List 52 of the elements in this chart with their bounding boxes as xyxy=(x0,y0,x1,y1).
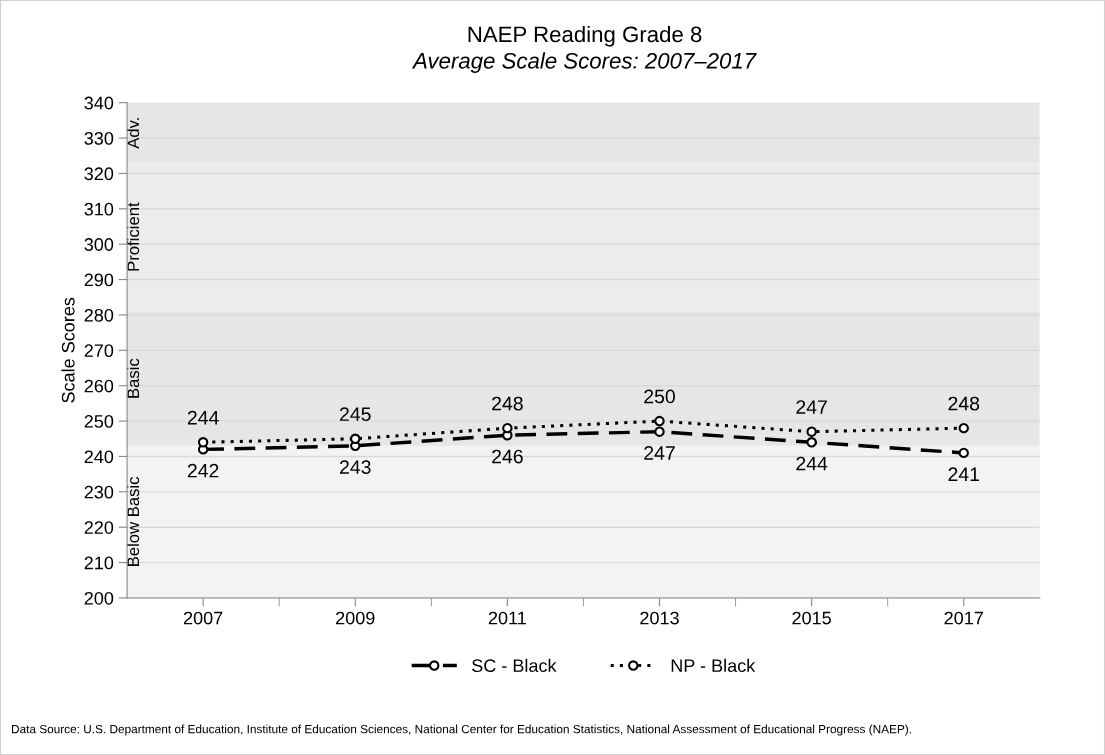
data-label: 243 xyxy=(340,460,371,475)
data-label: 244 xyxy=(187,410,219,425)
point xyxy=(654,426,665,437)
legend-label: NP - Black xyxy=(671,658,756,673)
band-label: Adv. xyxy=(126,118,140,149)
y-tick-label: 200 xyxy=(84,591,114,605)
data-label: 250 xyxy=(644,389,675,404)
y-tick-label: 290 xyxy=(84,273,114,287)
x-tick-label: 2009 xyxy=(336,611,375,625)
y-tick-label: 330 xyxy=(84,131,114,145)
y-tick-label: 310 xyxy=(84,202,114,216)
data-label: 242 xyxy=(187,463,219,478)
data-label: 248 xyxy=(948,396,980,411)
band-label: Below Basic xyxy=(126,476,140,566)
point xyxy=(806,437,817,448)
y-tick-label: 300 xyxy=(84,238,114,251)
y-tick-label: 230 xyxy=(84,485,114,499)
chart-subtitle: Average Scale Scores: 2007–2017 xyxy=(411,52,757,74)
chart-title: NAEP Reading Grade 8 xyxy=(468,25,702,47)
data-label: 248 xyxy=(492,396,523,411)
band-label: Proficient xyxy=(126,202,140,271)
point xyxy=(502,422,513,434)
source-note: Data Source: U.S. Department of Education, Institute of Education Sciences, National Center for Education Statistics, National Assessment of Educational Progress (NAEP). xyxy=(12,724,911,736)
x-tick-label: 2007 xyxy=(183,611,223,625)
data-label: 247 xyxy=(644,446,675,460)
y-tick-label: 280 xyxy=(84,308,114,322)
band-label: Basic xyxy=(126,358,140,398)
y-axis-title: Scale Scores xyxy=(61,297,75,403)
y-tick-label: 220 xyxy=(84,521,114,534)
data-label: 241 xyxy=(948,467,980,481)
legend-label: SC - Black xyxy=(472,658,557,673)
point xyxy=(350,433,361,444)
data-label: 244 xyxy=(796,456,828,471)
x-tick-label: 2011 xyxy=(488,611,526,625)
data-label: 245 xyxy=(340,407,371,422)
data-label: 247 xyxy=(796,400,827,414)
point xyxy=(197,437,209,448)
x-tick-label: 2015 xyxy=(792,611,831,625)
point xyxy=(958,422,969,434)
y-tick-label: 270 xyxy=(84,344,114,358)
y-tick-label: 340 xyxy=(84,96,114,110)
y-tick-label: 320 xyxy=(84,167,114,181)
y-tick-label: 260 xyxy=(84,379,114,393)
point xyxy=(958,447,969,459)
data-label: 246 xyxy=(492,449,523,464)
y-tick-label: 210 xyxy=(84,556,114,570)
point xyxy=(654,415,665,427)
y-tick-label: 240 xyxy=(84,450,114,464)
x-tick-label: 2017 xyxy=(944,611,983,625)
y-tick-label: 250 xyxy=(84,415,114,428)
point xyxy=(806,426,817,437)
x-tick-label: 2013 xyxy=(640,611,679,625)
